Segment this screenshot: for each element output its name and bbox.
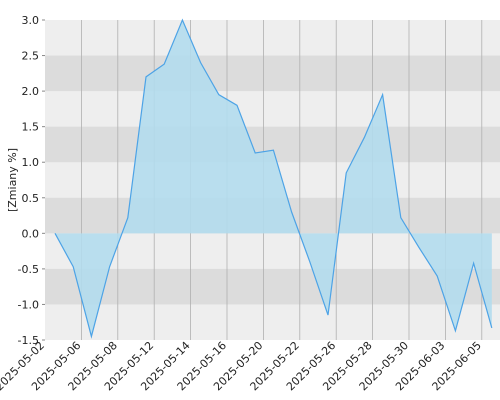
y-tick-label: 3.0: [22, 14, 40, 27]
y-tick-label: 1.5: [22, 121, 40, 134]
y-tick-label: 1.0: [22, 156, 40, 169]
line: [54, 18, 493, 339]
grid-band: [45, 268, 500, 305]
y-tick-label: 2.5: [22, 50, 40, 63]
y-tick-label: 2.0: [22, 85, 40, 98]
y-tick-label: 0.5: [22, 192, 40, 205]
y-tick-label: 0.0: [22, 227, 40, 240]
y-tick-label: -1.5: [18, 334, 39, 347]
grid-band: [45, 55, 500, 92]
y-tick-label: -0.5: [18, 263, 39, 276]
area: [55, 20, 492, 337]
y-axis-label: [Zmiany %]: [6, 148, 19, 212]
y-tick-label: -1.0: [18, 298, 39, 311]
